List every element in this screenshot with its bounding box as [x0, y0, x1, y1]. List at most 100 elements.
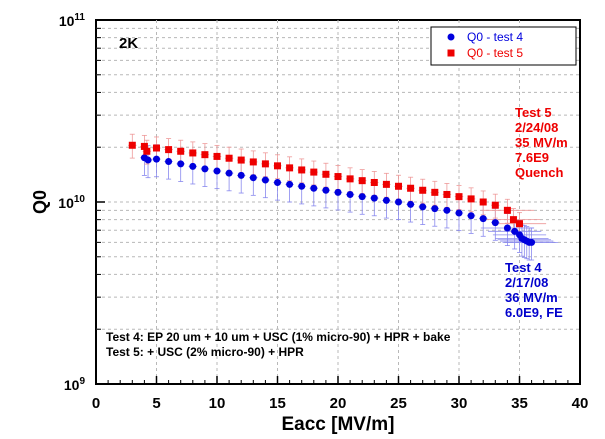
legend-marker-test5	[447, 49, 455, 57]
test4-data-point	[153, 155, 160, 163]
test4-data-point	[261, 176, 269, 184]
test5-data-point	[455, 193, 463, 201]
test4-data-point	[165, 157, 173, 165]
process-notes: Test 4: EP 20 um + 10 um + USC (1% micro…	[106, 330, 451, 359]
test5-data-point	[274, 162, 281, 170]
test4-data-point	[511, 227, 519, 235]
test4-data-point	[370, 194, 378, 202]
test5-data-point	[370, 178, 378, 186]
test5-data-point	[503, 206, 511, 214]
test5-data-point	[225, 154, 233, 162]
test5-data-point	[177, 147, 185, 155]
test4-data-point	[491, 219, 499, 227]
test4-data-point	[346, 190, 354, 198]
test5-data-point	[491, 201, 499, 209]
annotation-test4-line: 6.0E9, FE	[505, 305, 563, 320]
test4-data-point	[201, 165, 209, 173]
axis-ticks	[95, 27, 581, 385]
temperature-label: 2K	[119, 35, 138, 52]
test5-data-point	[286, 164, 294, 172]
test4-data-point	[286, 180, 294, 188]
test4-data-point	[189, 162, 197, 170]
y-tick-label: 1011	[59, 12, 86, 29]
annotation-test5-line: Quench	[515, 165, 563, 180]
test5-data-point	[419, 186, 427, 194]
test4-data-point	[479, 215, 487, 223]
test4-data-point	[237, 171, 245, 179]
test4-data-point	[177, 160, 185, 168]
test4-data-point	[419, 203, 427, 211]
test5-data-point	[407, 184, 415, 192]
test5-data-point	[382, 180, 390, 188]
test5-data-point	[479, 198, 487, 206]
test4-data-point	[528, 238, 536, 246]
y-tick-labels: 109 1010 1011	[58, 12, 85, 393]
test5-data-point	[310, 168, 318, 176]
test4-data-point	[395, 198, 402, 206]
test5-data-point	[140, 142, 148, 150]
test5-data-point	[346, 175, 354, 183]
x-tick-label: 0	[92, 395, 100, 412]
legend-marker-test4	[447, 33, 455, 41]
x-tick-label: 5	[152, 395, 160, 412]
test4-data-point	[503, 224, 511, 232]
test5-data-point	[189, 149, 197, 157]
test4-data-point	[213, 167, 221, 175]
test5-data-point	[431, 188, 439, 196]
annotation-test4-line: 36 MV/m	[505, 290, 558, 305]
note-test5: Test 5: + USC (2% micro-90) + HPR	[106, 345, 304, 359]
legend: Q0 - test 4 Q0 - test 5	[430, 26, 577, 66]
test5-data-point	[237, 156, 245, 164]
x-tick-label: 10	[209, 395, 226, 412]
x-tick-label: 15	[269, 395, 286, 412]
x-tick-label: 25	[390, 395, 407, 412]
x-tick-label: 20	[330, 395, 347, 412]
annotation-test5-line: 7.6E9	[515, 150, 549, 165]
annotation-test5-line: 2/24/08	[515, 120, 558, 135]
note-test4: Test 4: EP 20 um + 10 um + USC (1% micro…	[106, 330, 451, 344]
test4-data-point	[443, 206, 451, 214]
x-tick-label: 30	[451, 395, 468, 412]
test4-data-point	[334, 188, 342, 196]
test5-data-point	[467, 195, 475, 203]
test4-data-point	[249, 174, 257, 182]
test4-data-point	[431, 205, 439, 213]
test5-data-point	[334, 173, 342, 181]
legend-label-test5: Q0 - test 5	[467, 46, 523, 60]
legend-label-test4: Q0 - test 4	[467, 30, 523, 44]
x-axis-label: Eacc [MV/m]	[282, 414, 395, 435]
test5-data-point	[153, 144, 160, 152]
y-axis-label: Q0	[30, 190, 50, 214]
annotation-test4: Test 4 2/17/08 36 MV/m 6.0E9, FE	[505, 260, 563, 320]
test5-data-point	[443, 190, 451, 198]
test5-data-point	[213, 152, 221, 160]
annotation-test4-line: Test 4	[505, 260, 542, 275]
test5-data-point	[395, 182, 402, 190]
test5-data-point	[358, 177, 366, 185]
test5-data-point	[249, 158, 257, 166]
annotation-test5-line: 35 MV/m	[515, 135, 568, 150]
test4-data-point	[467, 212, 475, 220]
test5-data-point	[128, 141, 136, 149]
test4-data-point	[322, 186, 330, 194]
test5-data-point	[261, 160, 269, 168]
test4-data-point	[310, 184, 318, 192]
test5-data-point	[143, 147, 151, 155]
test4-data-point	[274, 178, 281, 186]
test5-data-point	[509, 216, 517, 224]
test4-data-point	[407, 200, 415, 208]
test4-data-point	[225, 169, 233, 177]
test4-data-point	[144, 156, 152, 164]
x-tick-label: 35	[511, 395, 528, 412]
test5-data-point	[516, 220, 523, 228]
annotation-test4-line: 2/17/08	[505, 275, 548, 290]
annotation-test5: Test 5 2/24/08 35 MV/m 7.6E9 Quench	[515, 105, 568, 180]
x-tick-label: 40	[572, 395, 589, 412]
test4-data-point	[298, 182, 306, 190]
y-tick-label: 1010	[58, 194, 85, 211]
test4-data-point	[358, 193, 366, 201]
y-tick-label: 109	[64, 376, 86, 393]
data-markers	[128, 141, 536, 246]
x-tick-labels: 0 5 10 15 20 25 30 35 40	[92, 395, 589, 412]
